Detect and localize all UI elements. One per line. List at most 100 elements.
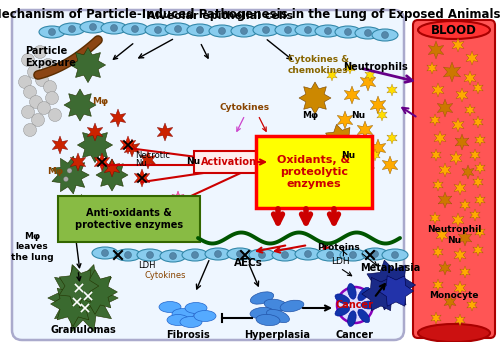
Ellipse shape [362,248,388,260]
Polygon shape [473,116,483,128]
FancyBboxPatch shape [58,196,200,242]
Ellipse shape [280,300,304,312]
Polygon shape [438,192,452,208]
Polygon shape [433,179,443,191]
Polygon shape [104,159,120,177]
Ellipse shape [295,24,321,36]
Text: Cancer: Cancer [336,300,374,310]
Polygon shape [48,264,118,331]
Ellipse shape [182,249,208,261]
Polygon shape [460,266,470,278]
Polygon shape [452,213,464,227]
Polygon shape [444,295,456,309]
Text: Neutrophils: Neutrophils [342,62,407,72]
Polygon shape [432,83,444,97]
Ellipse shape [231,25,257,37]
Ellipse shape [264,299,288,311]
Circle shape [44,80,57,93]
FancyBboxPatch shape [12,10,404,340]
FancyBboxPatch shape [256,136,372,208]
Text: Cytokines: Cytokines [144,271,186,279]
Polygon shape [172,191,184,205]
Text: AECs: AECs [234,258,262,268]
Text: Cytokines: Cytokines [220,104,270,113]
Polygon shape [452,38,464,52]
Circle shape [174,26,182,32]
Text: Mφ: Mφ [302,110,318,119]
Circle shape [304,26,312,34]
Polygon shape [431,149,441,161]
Ellipse shape [115,249,141,261]
Polygon shape [140,151,156,169]
Polygon shape [124,139,140,157]
Polygon shape [367,260,416,310]
Polygon shape [337,111,353,129]
Polygon shape [436,228,448,242]
Ellipse shape [185,303,207,314]
Ellipse shape [194,311,216,321]
Text: Nu: Nu [341,150,355,159]
Polygon shape [464,71,476,85]
Circle shape [284,26,292,34]
Polygon shape [467,299,477,311]
Ellipse shape [137,249,163,261]
Polygon shape [387,132,397,144]
Polygon shape [466,51,478,65]
Ellipse shape [418,21,490,39]
Polygon shape [456,88,468,102]
Polygon shape [299,82,331,114]
Text: Mechanism of Particle-Induced Pathogenesis in the Lung of Exposed Animals: Mechanism of Particle-Induced Pathogenes… [0,8,500,21]
Ellipse shape [266,310,289,323]
Circle shape [337,287,373,323]
Polygon shape [434,131,446,145]
Polygon shape [428,41,444,59]
Polygon shape [473,176,483,188]
Text: Nu: Nu [135,158,147,168]
Polygon shape [78,128,112,162]
Circle shape [81,214,86,220]
Circle shape [170,252,176,260]
Circle shape [214,250,222,258]
Circle shape [124,251,132,259]
Polygon shape [157,123,173,141]
Circle shape [324,27,332,35]
Polygon shape [473,244,483,256]
Text: Cytokines &
chemokines: Cytokines & chemokines [288,55,348,75]
Circle shape [34,45,46,58]
Polygon shape [475,134,485,146]
Polygon shape [427,62,437,74]
Text: BLOOD: BLOOD [431,24,477,37]
Circle shape [22,105,35,118]
Polygon shape [439,163,451,177]
Polygon shape [454,281,466,295]
FancyBboxPatch shape [194,151,264,173]
Ellipse shape [372,29,398,41]
Text: Hyperplasia: Hyperplasia [244,330,310,340]
Circle shape [262,26,270,34]
Circle shape [24,86,36,98]
Text: Necrotic: Necrotic [135,150,170,159]
Polygon shape [370,139,386,157]
Circle shape [48,28,56,36]
Circle shape [350,251,356,259]
Circle shape [282,251,288,259]
Polygon shape [345,62,355,74]
Text: Nu: Nu [186,158,200,167]
Text: Metaplasia: Metaplasia [360,263,420,273]
Circle shape [240,27,248,35]
Polygon shape [455,134,469,150]
Circle shape [196,26,203,34]
Polygon shape [430,212,440,224]
Ellipse shape [92,247,118,259]
Polygon shape [334,188,350,208]
Ellipse shape [205,248,231,260]
Ellipse shape [160,250,186,262]
Circle shape [24,123,36,136]
Text: LDH: LDH [138,261,156,269]
Polygon shape [365,69,375,81]
Circle shape [146,251,154,259]
Polygon shape [347,151,363,169]
Polygon shape [50,281,96,326]
Polygon shape [70,48,106,83]
Ellipse shape [348,311,356,327]
